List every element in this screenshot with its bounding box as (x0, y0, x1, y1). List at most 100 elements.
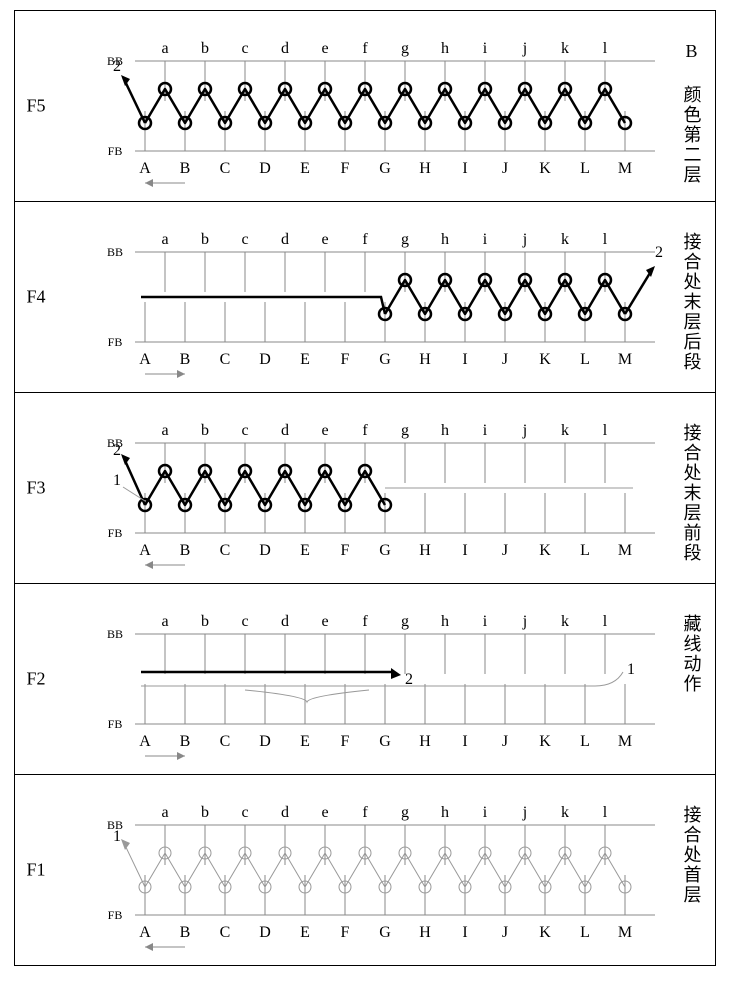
svg-text:FB: FB (107, 144, 122, 158)
panel-id-label: F1 (27, 860, 46, 881)
svg-text:C: C (219, 733, 230, 750)
svg-text:FB: FB (107, 526, 122, 540)
svg-text:H: H (419, 160, 431, 177)
svg-text:D: D (259, 542, 271, 559)
svg-text:G: G (379, 542, 391, 559)
svg-text:K: K (539, 924, 551, 941)
svg-text:D: D (259, 924, 271, 941)
svg-text:A: A (139, 733, 151, 750)
svg-text:f: f (362, 804, 368, 821)
svg-text:F: F (340, 924, 349, 941)
svg-text:A: A (139, 351, 151, 368)
svg-text:d: d (281, 613, 289, 630)
svg-text:j: j (521, 231, 526, 248)
svg-text:J: J (501, 924, 507, 941)
svg-text:j: j (521, 40, 526, 57)
svg-text:E: E (300, 160, 310, 177)
svg-text:h: h (441, 804, 449, 821)
svg-text:C: C (219, 924, 230, 941)
svg-text:f: f (362, 231, 368, 248)
svg-text:g: g (401, 422, 409, 439)
svg-text:C: C (219, 160, 230, 177)
svg-text:F: F (340, 351, 349, 368)
svg-text:J: J (501, 160, 507, 177)
panel-id-label: F2 (27, 669, 46, 690)
svg-text:M: M (617, 733, 631, 750)
svg-text:i: i (482, 613, 487, 630)
svg-text:B: B (179, 733, 190, 750)
svg-text:B: B (179, 542, 190, 559)
svg-text:I: I (462, 924, 467, 941)
svg-text:1: 1 (113, 828, 121, 845)
svg-text:a: a (161, 804, 168, 821)
knitting-diagram: BBFBabcdefghijklABCDEFGHIJKLM2 (45, 11, 685, 201)
svg-text:L: L (580, 351, 590, 368)
svg-text:h: h (441, 40, 449, 57)
svg-text:H: H (419, 542, 431, 559)
svg-text:g: g (401, 40, 409, 57)
svg-text:2: 2 (113, 442, 121, 459)
svg-text:FB: FB (107, 908, 122, 922)
svg-text:H: H (419, 351, 431, 368)
svg-text:l: l (602, 40, 607, 57)
svg-text:c: c (241, 422, 248, 439)
svg-text:D: D (259, 733, 271, 750)
svg-text:K: K (539, 733, 551, 750)
svg-text:E: E (300, 542, 310, 559)
svg-text:C: C (219, 542, 230, 559)
svg-text:k: k (561, 422, 569, 439)
svg-text:b: b (201, 804, 209, 821)
svg-text:h: h (441, 422, 449, 439)
svg-text:j: j (521, 422, 526, 439)
svg-text:g: g (401, 231, 409, 248)
svg-text:E: E (300, 924, 310, 941)
svg-text:2: 2 (113, 58, 121, 75)
svg-text:M: M (617, 542, 631, 559)
svg-text:g: g (401, 804, 409, 821)
svg-text:FB: FB (107, 335, 122, 349)
svg-text:1: 1 (113, 472, 121, 489)
svg-text:a: a (161, 422, 168, 439)
svg-text:BB: BB (106, 245, 122, 259)
svg-text:k: k (561, 40, 569, 57)
svg-text:K: K (539, 160, 551, 177)
svg-text:G: G (379, 924, 391, 941)
svg-text:j: j (521, 613, 526, 630)
panel-F5: F5B 颜色第二层BBFBabcdefghijklABCDEFGHIJKLM2 (15, 11, 715, 202)
svg-text:e: e (321, 231, 328, 248)
svg-text:l: l (602, 231, 607, 248)
svg-text:b: b (201, 613, 209, 630)
svg-text:i: i (482, 422, 487, 439)
svg-text:E: E (300, 351, 310, 368)
svg-text:D: D (259, 160, 271, 177)
svg-text:M: M (617, 351, 631, 368)
svg-text:I: I (462, 542, 467, 559)
panel-id-label: F5 (27, 96, 46, 117)
diagram-frame: F5B 颜色第二层BBFBabcdefghijklABCDEFGHIJKLM2F… (14, 10, 716, 966)
svg-text:h: h (441, 231, 449, 248)
svg-text:e: e (321, 422, 328, 439)
svg-text:G: G (379, 160, 391, 177)
svg-text:I: I (462, 160, 467, 177)
svg-text:D: D (259, 351, 271, 368)
svg-text:G: G (379, 351, 391, 368)
svg-text:B: B (179, 160, 190, 177)
svg-text:FB: FB (107, 717, 122, 731)
panel-id-label: F3 (27, 478, 46, 499)
svg-text:B: B (179, 351, 190, 368)
knitting-diagram: BBFBabcdefghijklABCDEFGHIJKLM1 (45, 775, 685, 965)
svg-text:e: e (321, 613, 328, 630)
svg-text:i: i (482, 231, 487, 248)
svg-text:h: h (441, 613, 449, 630)
svg-text:l: l (602, 422, 607, 439)
svg-text:k: k (561, 804, 569, 821)
svg-text:M: M (617, 160, 631, 177)
svg-text:l: l (602, 613, 607, 630)
svg-text:c: c (241, 40, 248, 57)
svg-text:a: a (161, 40, 168, 57)
svg-text:I: I (462, 351, 467, 368)
svg-text:a: a (161, 613, 168, 630)
svg-text:f: f (362, 422, 368, 439)
svg-text:c: c (241, 613, 248, 630)
svg-text:f: f (362, 613, 368, 630)
